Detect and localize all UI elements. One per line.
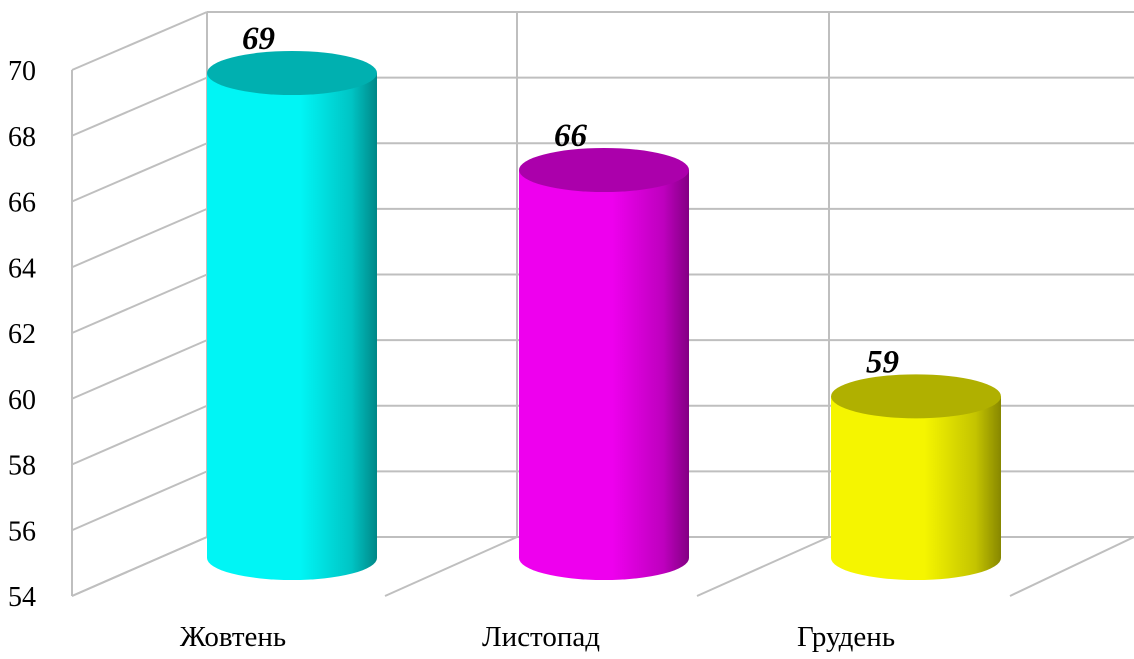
bar: [519, 148, 689, 580]
y-tick-label: 68: [8, 122, 36, 153]
gridline-side: [71, 339, 208, 400]
floor-gridline: [384, 536, 518, 597]
bar-top: [519, 148, 689, 192]
gridline-side: [71, 142, 208, 203]
bar-body: [519, 170, 689, 580]
bar-body: [207, 73, 377, 580]
gridline-side: [71, 11, 208, 71]
gridline-side: [71, 470, 208, 532]
y-tick-label: 54: [8, 582, 36, 613]
data-label: 69: [242, 21, 275, 57]
category-labels: Жовтень Листопад Грудень: [180, 621, 895, 653]
gridline-side: [71, 273, 208, 334]
y-tick-label: 60: [8, 385, 36, 416]
gridline-side: [71, 207, 208, 269]
floor-gridline: [71, 536, 208, 597]
bar-top: [207, 51, 377, 95]
y-tick-label: 56: [8, 516, 36, 547]
floor-gridline: [1009, 536, 1134, 597]
bar: [207, 51, 377, 580]
y-tick-label: 64: [8, 253, 36, 284]
floor-gridline: [696, 536, 830, 597]
gridline-side: [71, 404, 208, 466]
category-label: Грудень: [797, 621, 895, 653]
data-label: 66: [554, 118, 588, 154]
gridline-side: [71, 76, 208, 137]
category-label: Листопад: [482, 621, 600, 653]
y-tick-label: 58: [8, 451, 36, 482]
bar: [831, 374, 1001, 580]
bars: [207, 51, 1001, 580]
y-axis-ticks: 54 56 58 60 62 64 66 68 70: [8, 56, 36, 613]
data-label: 59: [866, 344, 899, 380]
data-labels: 69 66 59: [242, 21, 899, 380]
bar-top: [831, 374, 1001, 419]
y-tick-label: 66: [8, 188, 36, 219]
category-label: Жовтень: [180, 621, 286, 653]
y-tick-label: 70: [8, 56, 36, 87]
y-tick-label: 62: [8, 319, 36, 350]
bar-body: [831, 396, 1001, 580]
